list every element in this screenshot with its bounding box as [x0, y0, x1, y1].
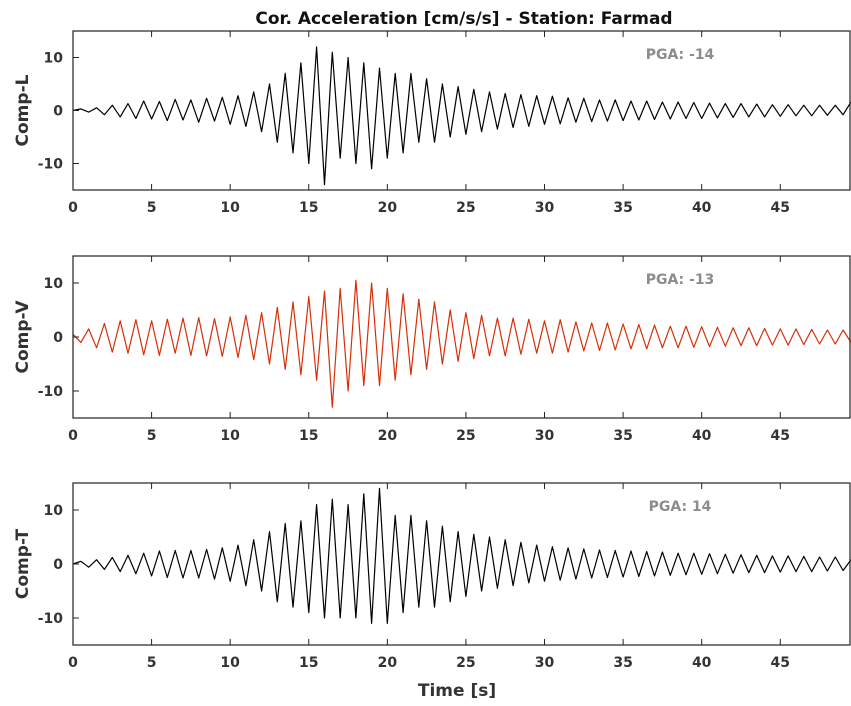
pga-annotation: PGA: 14 — [649, 499, 712, 515]
x-tick-label: 10 — [220, 428, 240, 444]
x-tick-label: 0 — [68, 655, 78, 671]
y-tick-label: 10 — [44, 276, 64, 292]
x-tick-label: 5 — [147, 655, 157, 671]
x-tick-label: 20 — [378, 428, 398, 444]
trace-line — [72, 487, 851, 624]
x-tick-label: 15 — [299, 200, 318, 216]
y-tick-label: 10 — [44, 503, 64, 519]
x-tick-label: 15 — [299, 428, 318, 444]
x-tick-label: 5 — [147, 200, 157, 216]
y-tick-label: -10 — [38, 611, 64, 627]
x-tick-label: 5 — [147, 428, 157, 444]
y-tick-label: -10 — [38, 384, 64, 400]
panel-3: 0 5 10 15 20 25 30 35 40 45 -10 0 10 Comp-T PGA: 14 Tim… — [13, 482, 851, 701]
x-tick-label: 20 — [378, 655, 398, 671]
x-tick-label: 35 — [613, 428, 632, 444]
panel-1: 0 5 10 15 20 25 30 35 40 45 -10 0 10 Comp-L PGA: -14 — [13, 30, 851, 216]
y-tick-label: 10 — [44, 51, 64, 67]
x-tick-label: 20 — [378, 200, 398, 216]
trace-line — [72, 279, 851, 408]
x-tick-label: 15 — [299, 655, 318, 671]
y-tick-label: 0 — [53, 104, 63, 120]
y-axis-label: Comp-T — [13, 529, 33, 600]
figure-title: Cor. Acceleration [cm/s/s] - Station: Fa… — [255, 9, 672, 29]
trace-line — [72, 46, 851, 186]
x-tick-label: 0 — [68, 200, 78, 216]
x-tick-label: 10 — [220, 200, 240, 216]
x-tick-label: 35 — [613, 200, 632, 216]
x-tick-label: 35 — [613, 655, 632, 671]
x-tick-label: 40 — [692, 428, 712, 444]
x-tick-label: 40 — [692, 200, 712, 216]
x-tick-label: 30 — [535, 655, 555, 671]
x-tick-label: 40 — [692, 655, 712, 671]
x-tick-label: 25 — [456, 200, 475, 216]
x-tick-label: 45 — [771, 200, 790, 216]
x-tick-label: 45 — [771, 428, 790, 444]
pga-annotation: PGA: -14 — [646, 47, 715, 63]
y-axis-label: Comp-V — [13, 300, 33, 374]
panels: 0 5 10 15 20 25 30 35 40 45 -10 0 10 Comp-L PGA: -14 0 5… — [13, 30, 851, 701]
x-axis-label: Time [s] — [418, 681, 496, 701]
panel-2: 0 5 10 15 20 25 30 35 40 45 -10 0 10 Comp-V PGA: -13 — [13, 255, 851, 444]
x-tick-label: 10 — [220, 655, 240, 671]
x-tick-label: 25 — [456, 428, 475, 444]
x-tick-label: 25 — [456, 655, 475, 671]
y-axis-label: Comp-L — [13, 74, 33, 146]
y-tick-label: 0 — [53, 557, 63, 573]
y-tick-label: 0 — [53, 330, 63, 346]
pga-annotation: PGA: -13 — [646, 272, 715, 288]
x-tick-label: 0 — [68, 428, 78, 444]
x-tick-label: 30 — [535, 200, 555, 216]
x-tick-label: 45 — [771, 655, 790, 671]
y-tick-label: -10 — [38, 157, 64, 173]
x-tick-label: 30 — [535, 428, 555, 444]
